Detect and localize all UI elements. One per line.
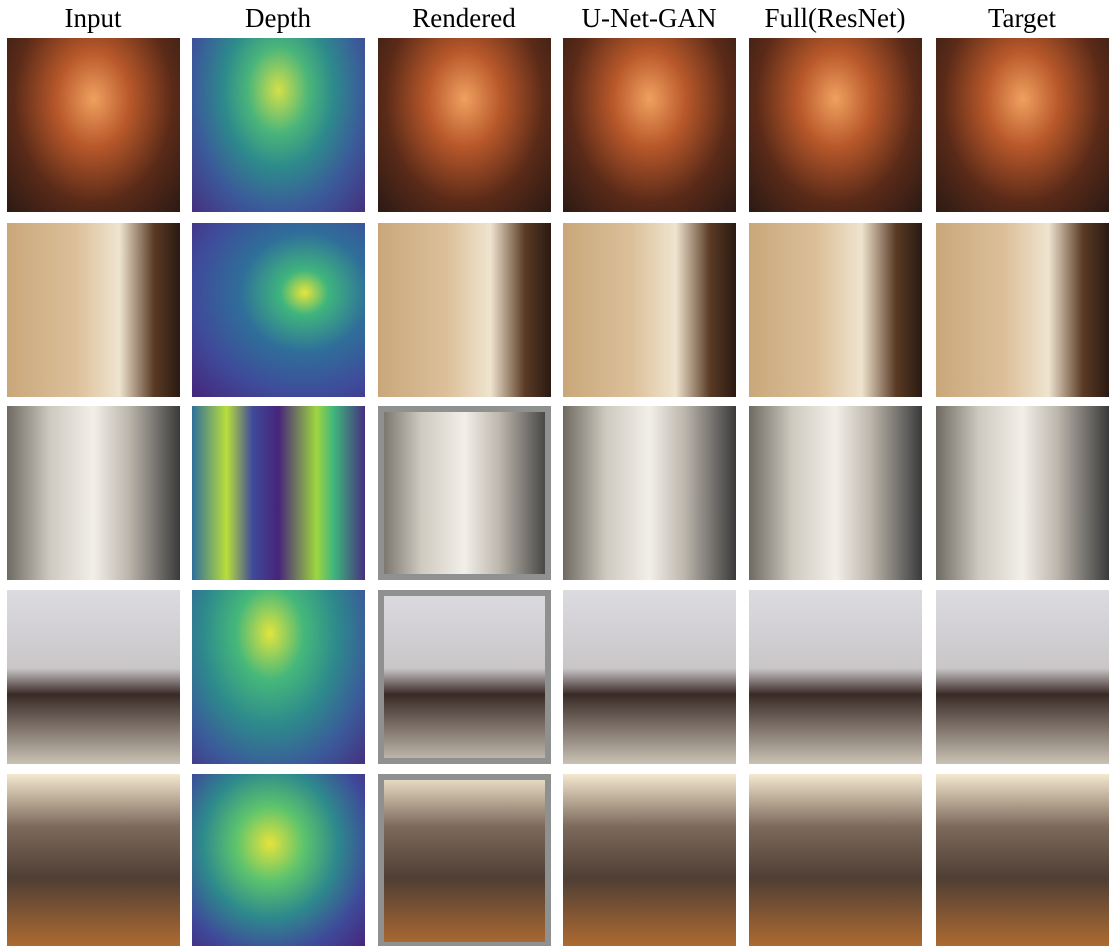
column-header: Input	[0, 2, 186, 34]
scene-image	[936, 774, 1109, 946]
depth-image	[192, 223, 365, 397]
scene-image	[378, 590, 551, 764]
scene-image	[7, 774, 180, 946]
scene-image	[563, 223, 736, 397]
scene-image	[936, 38, 1109, 212]
scene-image	[563, 406, 736, 580]
column-header: U-Net-GAN	[556, 2, 742, 34]
scene-image	[749, 774, 922, 946]
scene-image	[936, 590, 1109, 764]
column-header: Full(ResNet)	[742, 2, 928, 34]
scene-image	[7, 406, 180, 580]
scene-image	[749, 590, 922, 764]
scene-image	[749, 223, 922, 397]
depth-image	[192, 406, 365, 580]
scene-image	[936, 406, 1109, 580]
column-header: Rendered	[371, 2, 557, 34]
scene-image	[749, 38, 922, 212]
scene-image	[378, 223, 551, 397]
column-header: Depth	[185, 2, 371, 34]
column-header: Target	[929, 2, 1111, 34]
scene-image	[378, 406, 551, 580]
depth-image	[192, 38, 365, 212]
figure: InputDepthRenderedU-Net-GANFull(ResNet)T…	[0, 0, 1111, 946]
scene-image	[378, 774, 551, 946]
scene-image	[563, 590, 736, 764]
depth-image	[192, 590, 365, 764]
scene-image	[7, 223, 180, 397]
scene-image	[7, 590, 180, 764]
scene-image	[563, 774, 736, 946]
scene-image	[7, 38, 180, 212]
scene-image	[563, 38, 736, 212]
scene-image	[936, 223, 1109, 397]
depth-image	[192, 774, 365, 946]
scene-image	[378, 38, 551, 212]
scene-image	[749, 406, 922, 580]
